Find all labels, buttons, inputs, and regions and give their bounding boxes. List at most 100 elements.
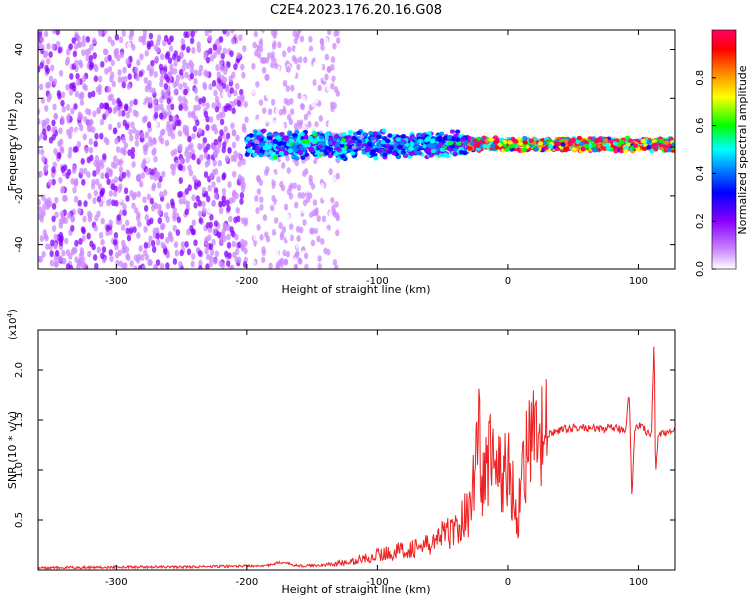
spectrogram-cell xyxy=(528,138,534,143)
spectrogram-cell xyxy=(522,140,528,145)
spectrogram-cell xyxy=(110,39,116,47)
spectrogram-cell xyxy=(163,110,169,118)
spectrogram-cell xyxy=(191,153,196,161)
spectrogram-cell xyxy=(395,137,401,142)
spectrogram-cell xyxy=(204,247,209,255)
spectrogram-cell xyxy=(381,128,387,133)
spectrogram-cell xyxy=(570,138,577,144)
spectrogram-cell xyxy=(121,171,127,179)
spectrogram-cell xyxy=(76,141,81,148)
spectrogram-cell xyxy=(298,122,303,130)
chart-title: C2E4.2023.176.20.16.G08 xyxy=(270,3,442,18)
spectrogram-cell xyxy=(191,132,196,140)
spectrogram-cell xyxy=(243,217,249,225)
spectrogram-cell xyxy=(579,141,585,146)
spectrogram-cell xyxy=(428,153,434,158)
spectrogram-cell xyxy=(333,30,338,37)
spectrogram-cell xyxy=(238,34,243,42)
spectrogram-cell xyxy=(347,144,353,150)
spectrogram-cell xyxy=(114,199,119,207)
spectrogram-cell xyxy=(310,239,316,247)
spectrogram-cell xyxy=(204,160,209,168)
spectrogram-cell xyxy=(591,143,597,148)
spectrogram-cell xyxy=(66,212,72,219)
spectrogram-cell xyxy=(166,97,172,105)
spectrogram-cell xyxy=(282,80,288,87)
spectrogram-cell xyxy=(360,138,367,144)
spectrogram-cell xyxy=(107,65,113,73)
spectrogram-cell xyxy=(430,138,436,143)
spectrogram-cell xyxy=(136,59,141,67)
spectrogram-cell xyxy=(51,43,56,51)
spectrogram-cell xyxy=(176,55,181,63)
spectrogram-cell xyxy=(150,240,156,247)
spectrogram-cell xyxy=(310,154,315,162)
spectrogram-cell xyxy=(172,212,177,219)
spectrogram-cell xyxy=(151,87,156,95)
spectrogram-cell xyxy=(155,259,161,267)
spectrogram-cell xyxy=(282,108,287,115)
spectrogram-cell xyxy=(58,255,63,263)
spectrogram-cell xyxy=(327,200,332,208)
spectrogram-cell xyxy=(172,258,178,265)
spectrogram-cell xyxy=(226,233,231,241)
spectrogram-cell xyxy=(187,164,192,172)
spectrogram-frame xyxy=(37,29,676,270)
spectrogram-cell xyxy=(253,139,259,144)
spectrogram-cell xyxy=(241,243,246,251)
spectrogram-cell xyxy=(571,147,578,152)
spectrogram-cell xyxy=(327,110,332,117)
spectrogram-cell xyxy=(79,247,84,254)
spectrogram-cell xyxy=(53,112,59,120)
spectrogram-cell xyxy=(160,89,166,97)
spectrogram-cell xyxy=(126,42,132,49)
spectrogram-cell xyxy=(175,74,181,82)
spectrogram-cell xyxy=(139,53,144,61)
spectrogram-cell xyxy=(400,133,407,139)
spectrogram-x-ticks: -300 -200 -100 0 100 xyxy=(105,30,648,287)
spectrogram-cell xyxy=(206,143,211,151)
spectrogram-cell xyxy=(182,59,187,66)
spectrogram-cell xyxy=(157,208,162,216)
spectrogram-cell xyxy=(223,125,228,133)
spectrogram-cell xyxy=(308,54,313,61)
spectrogram-cell xyxy=(97,75,103,83)
spectrogram-cell xyxy=(76,35,81,42)
spectrogram-cell xyxy=(294,159,300,167)
spectrogram-cell xyxy=(265,242,270,249)
spectrogram-cell xyxy=(541,140,548,145)
spectrogram-cell xyxy=(330,56,336,63)
spectrogram-cell xyxy=(111,80,116,88)
spectrogram-cell xyxy=(50,171,56,179)
spectrogram-cell xyxy=(372,131,378,136)
spectrogram-cell xyxy=(118,166,124,173)
spectrogram-cell xyxy=(447,135,453,140)
spectrogram-cell xyxy=(267,52,272,60)
spectrogram-cell xyxy=(299,35,305,43)
spectrogram-cell xyxy=(192,175,197,182)
spectrogram-cell xyxy=(327,121,333,128)
spectrogram-cell xyxy=(324,73,329,81)
spectrogram-cell xyxy=(666,147,673,153)
spectrogram-cell xyxy=(246,143,252,148)
colorbar-tick-label: 0.6 xyxy=(695,118,706,134)
spectrogram-cell xyxy=(293,257,298,265)
spectrogram-cell xyxy=(296,98,301,106)
spectrogram-cell xyxy=(668,136,674,141)
spectrogram-cell xyxy=(662,144,668,149)
spectrogram-cell xyxy=(236,99,242,107)
spectrogram-cell xyxy=(282,135,288,140)
spectrogram-cell xyxy=(61,105,66,113)
spectrogram-cell xyxy=(215,38,220,46)
spectrogram-cell xyxy=(59,210,65,218)
spectrogram-cell xyxy=(51,202,57,210)
spectrogram-cell xyxy=(121,30,126,37)
spectrogram-x-tick-label: -100 xyxy=(366,276,389,287)
spectrogram-cell xyxy=(191,228,196,236)
spectrogram-y-tick-label: -20 xyxy=(14,188,25,204)
spectrogram-cell xyxy=(203,152,208,159)
spectrogram-cell xyxy=(160,53,165,61)
spectrogram-cell xyxy=(193,201,198,209)
spectrogram-cell xyxy=(297,191,302,199)
spectrogram-cell xyxy=(103,136,108,144)
